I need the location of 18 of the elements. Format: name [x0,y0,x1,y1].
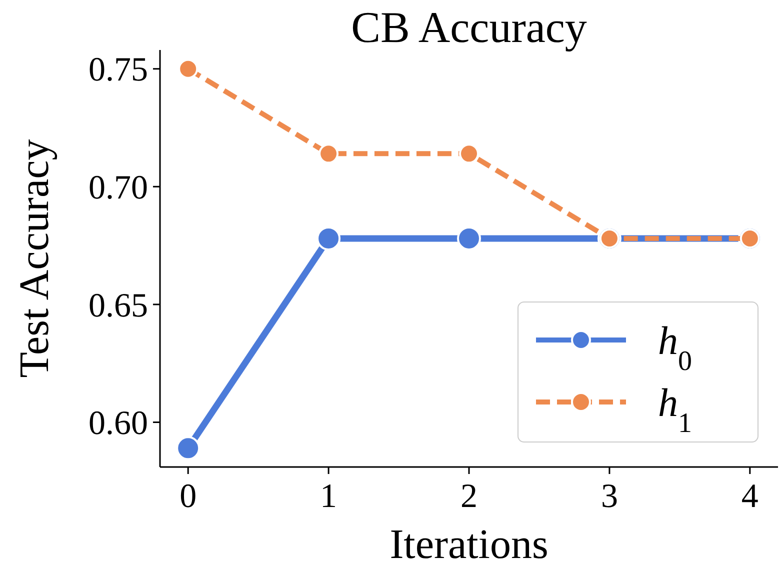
legend-label: h$_{0}$ [658,318,692,376]
point [178,58,198,79]
x-tick-label: 2 [460,478,478,515]
y-axis-title: Test Accuracy [12,139,58,378]
chart-title: CB Accuracy [351,3,587,52]
y-tick-label: 0.70 [88,170,148,207]
x-tick-label: 4 [741,478,758,515]
x-tick-label: 3 [600,478,618,515]
point [318,144,339,164]
y-tick-label: 0.65 [88,287,148,324]
x-tick-label: 0 [180,478,197,515]
point [176,436,200,460]
point [459,144,479,164]
x-axis-title: Iterations [390,522,548,568]
y-tick-label: 0.60 [88,405,148,442]
x-tick-label: 1 [320,478,338,515]
legend-label: h$_{1}$ [658,380,692,438]
y-tick-label: 0.75 [88,52,148,89]
